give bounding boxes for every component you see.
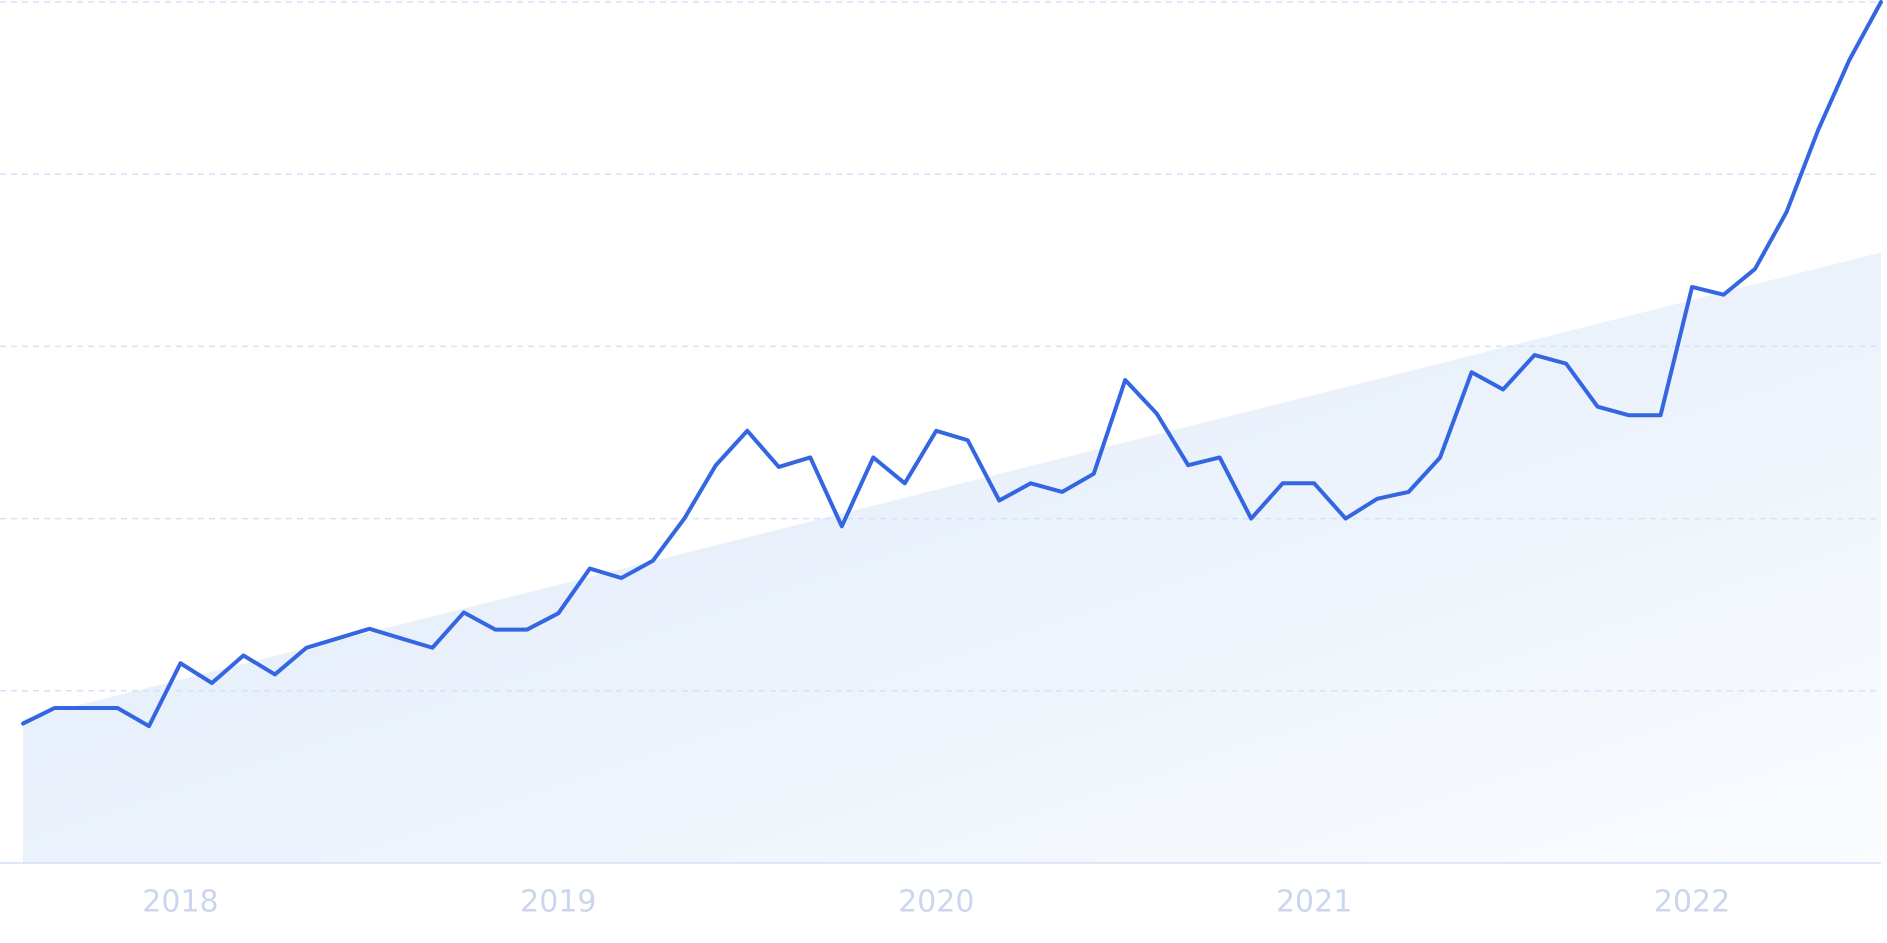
x-tick-label: 2022: [1654, 885, 1730, 920]
x-tick-label: 2020: [898, 885, 974, 920]
x-tick-label: 2018: [142, 885, 218, 920]
trend-area: [23, 252, 1881, 863]
x-tick-label: 2019: [520, 885, 596, 920]
x-tick-label: 2021: [1276, 885, 1352, 920]
line: [21, 0, 1883, 729]
